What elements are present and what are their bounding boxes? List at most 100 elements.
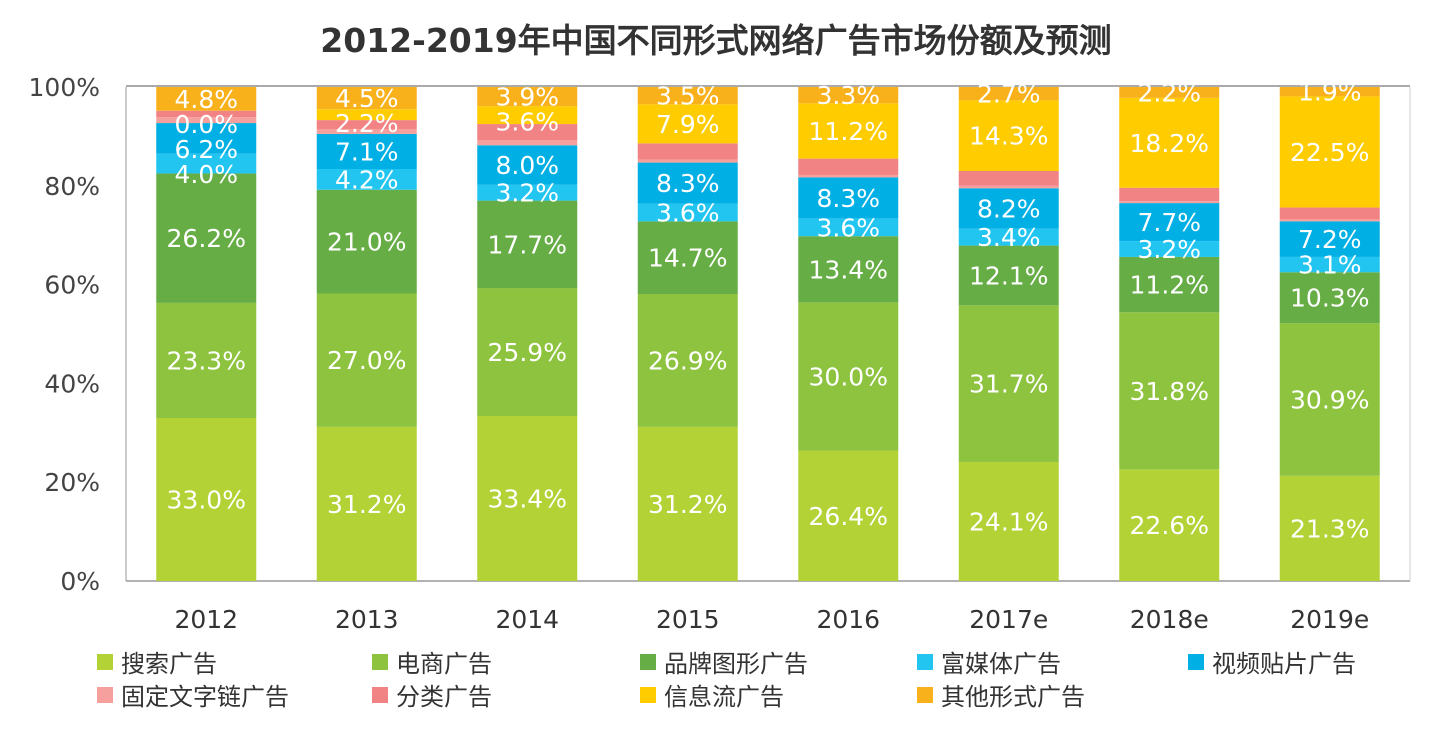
chart-title: 2012-2019年中国不同形式网络广告市场份额及预测	[320, 21, 1112, 60]
bar-segment	[316, 128, 417, 134]
bar-segment	[958, 228, 1059, 246]
bar-segment	[637, 221, 738, 294]
bar-segment	[156, 417, 257, 581]
data-label: 4.8%	[174, 85, 238, 114]
data-label: 7.9%	[656, 110, 720, 139]
data-label: 8.3%	[816, 184, 880, 213]
bar-segment	[477, 416, 578, 581]
bar-segment	[637, 426, 738, 581]
legend-swatch	[640, 686, 656, 703]
x-tick-label: 2018e	[1130, 605, 1209, 634]
x-tick-label: 2013	[335, 605, 399, 634]
y-tick-label: 20%	[44, 468, 100, 497]
data-label: 22.6%	[1130, 511, 1209, 540]
bar-segment	[316, 120, 417, 129]
bar-segment	[958, 87, 1059, 101]
bar-segment	[156, 173, 257, 303]
legend-item: 品牌图形广告	[640, 644, 808, 679]
data-label: 13.4%	[809, 255, 888, 284]
data-label: 26.4%	[809, 502, 888, 531]
data-label: 8.3%	[656, 169, 720, 198]
bar-segment	[958, 305, 1059, 462]
x-tick-label: 2014	[495, 605, 559, 634]
data-label: 1.9%	[1298, 78, 1362, 107]
y-tick-label: 60%	[44, 271, 100, 300]
data-label: 3.2%	[1137, 235, 1201, 264]
bar-segment	[477, 140, 578, 146]
bar-segment	[958, 461, 1059, 581]
bar-segment	[637, 104, 738, 144]
data-label: 7.2%	[1298, 225, 1362, 254]
bar-segment	[316, 109, 417, 121]
bar-segment	[798, 218, 899, 237]
bar-segment	[477, 124, 578, 141]
bar-segment	[1279, 96, 1380, 208]
data-label: 12.1%	[969, 261, 1048, 290]
bar-segment	[958, 245, 1059, 306]
bar-segment	[156, 123, 257, 154]
data-label: 3.6%	[816, 213, 880, 242]
bar-segment	[477, 106, 578, 125]
x-tick-label: 2015	[656, 605, 720, 634]
bar-segment	[798, 103, 899, 159]
data-label: 11.2%	[809, 117, 888, 146]
data-label: 3.5%	[656, 82, 720, 111]
bar-segment	[637, 162, 738, 204]
legend-swatch	[372, 686, 388, 703]
data-label: 21.3%	[1290, 514, 1369, 543]
bar-segment	[958, 188, 1059, 229]
legend-swatch	[372, 653, 388, 670]
x-tick-label: 2017e	[969, 605, 1048, 634]
data-label: 11.2%	[1130, 271, 1209, 300]
bar-segment	[637, 159, 738, 163]
y-tick-label: 40%	[44, 369, 100, 398]
bar-segment	[1119, 256, 1220, 313]
y-tick-label: 100%	[29, 73, 100, 102]
bar-segment	[1119, 469, 1220, 581]
bar-segment	[1119, 203, 1220, 242]
data-label: 8.0%	[495, 151, 559, 180]
data-label: 24.1%	[969, 507, 1048, 536]
bar-segment	[1119, 187, 1220, 202]
bar-segment	[477, 288, 578, 417]
data-label: 3.9%	[495, 83, 559, 112]
bar-segment	[1279, 475, 1380, 581]
data-label: 26.9%	[648, 346, 727, 375]
bar-segment	[156, 87, 257, 111]
data-label: 14.3%	[969, 122, 1048, 151]
bar-segment	[637, 87, 738, 105]
bar-segment	[1279, 221, 1380, 257]
data-label: 7.7%	[1137, 208, 1201, 237]
bar-segment	[1279, 256, 1380, 273]
x-tick-label: 2016	[816, 605, 880, 634]
bar-segment	[798, 174, 899, 178]
data-label: 4.5%	[335, 84, 399, 113]
data-label: 25.9%	[488, 338, 567, 367]
data-label: 3.1%	[1298, 251, 1362, 280]
bar-segment	[798, 177, 899, 219]
legend-swatch	[97, 686, 113, 703]
data-label: 21.0%	[327, 228, 406, 257]
data-label: 3.2%	[495, 179, 559, 208]
bar-segment	[958, 185, 1059, 189]
bar-segment	[1279, 207, 1380, 220]
legend-label: 信息流广告	[664, 683, 784, 711]
legend-item: 富媒体广告	[917, 644, 1061, 679]
data-label: 4.2%	[335, 165, 399, 194]
data-label: 26.2%	[167, 224, 246, 253]
data-label: 6.2%	[174, 135, 238, 164]
data-label: 18.2%	[1130, 129, 1209, 158]
bar-segment	[1279, 323, 1380, 476]
legend-label: 富媒体广告	[941, 650, 1061, 678]
data-label: 33.4%	[488, 485, 567, 514]
legend-swatch	[1188, 653, 1204, 670]
bar-segment	[156, 302, 257, 418]
y-tick-label: 80%	[44, 172, 100, 201]
data-label: 27.0%	[327, 346, 406, 375]
data-label: 2.2%	[335, 109, 399, 138]
data-label: 3.6%	[656, 198, 720, 227]
bar-segment	[1279, 219, 1380, 222]
bar-segment	[1119, 241, 1220, 257]
bar-segment	[156, 117, 257, 124]
legend-swatch	[917, 653, 933, 670]
